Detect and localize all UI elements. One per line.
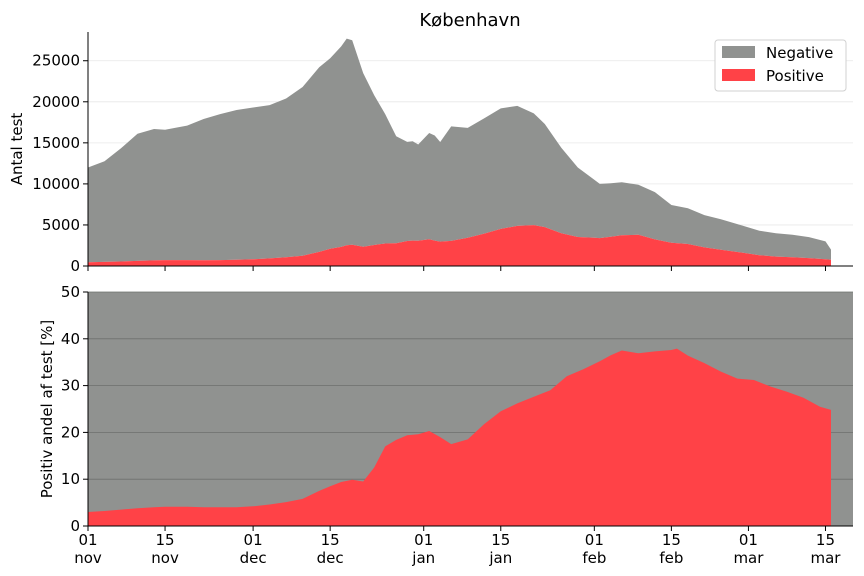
x-tick-label-day: 01 xyxy=(414,531,433,549)
chart-title: København xyxy=(419,10,520,31)
x-tick-label-month: nov xyxy=(74,549,102,567)
x-tick-label-day: 15 xyxy=(662,531,681,549)
x-tick-label-day: 01 xyxy=(585,531,604,549)
top-y-tick-label: 0 xyxy=(70,257,80,275)
bottom-y-tick-label: 50 xyxy=(61,283,80,301)
area-positive xyxy=(88,225,831,266)
x-tick-label-day: 15 xyxy=(816,531,835,549)
bottom-y-tick-label: 0 xyxy=(70,517,80,535)
x-tick-label-month: jan xyxy=(411,549,435,567)
x-tick-label-month: nov xyxy=(151,549,179,567)
legend-label-positive: Positive xyxy=(766,67,824,85)
x-tick-label-month: feb xyxy=(582,549,606,567)
top-panel: 0 5000 10000 15000 20000 25000 xyxy=(32,32,853,275)
x-tick-label-month: mar xyxy=(810,549,841,567)
legend-swatch-positive xyxy=(722,69,755,81)
bottom-y-tick-label: 10 xyxy=(61,470,80,488)
x-tick-label-month: jan xyxy=(488,549,512,567)
top-y-tick-label: 15000 xyxy=(32,134,80,152)
x-tick-label-month: mar xyxy=(733,549,764,567)
x-tick-label-day: 01 xyxy=(244,531,263,549)
bottom-y-axis-title: Positiv andel af test [%] xyxy=(38,320,56,499)
x-tick-label-month: feb xyxy=(659,549,683,567)
area-positive-share xyxy=(88,348,831,526)
x-tick-label-day: 15 xyxy=(491,531,510,549)
bottom-y-tick-label: 30 xyxy=(61,377,80,395)
top-y-axis-title: Antal test xyxy=(8,113,26,186)
x-tick-label-day: 01 xyxy=(78,531,97,549)
x-tick-label-day: 15 xyxy=(321,531,340,549)
legend: Negative Positive xyxy=(714,39,847,92)
bottom-panel: 0102030405001nov15nov01dec15dec01jan15ja… xyxy=(61,283,853,567)
bottom-y-tick-label: 40 xyxy=(61,330,80,348)
area-negative xyxy=(88,38,831,263)
x-tick-label-day: 01 xyxy=(739,531,758,549)
x-tick-label-month: dec xyxy=(317,549,344,567)
bottom-y-tick-label: 20 xyxy=(61,423,80,441)
legend-swatch-negative xyxy=(722,46,755,58)
top-y-tick-label: 10000 xyxy=(32,175,80,193)
x-tick-label-month: dec xyxy=(240,549,267,567)
x-tick-label-day: 15 xyxy=(156,531,175,549)
top-y-tick-label: 5000 xyxy=(42,216,80,234)
legend-label-negative: Negative xyxy=(766,44,833,62)
top-y-tick-label: 25000 xyxy=(32,52,80,70)
top-y-tick-label: 20000 xyxy=(32,93,80,111)
